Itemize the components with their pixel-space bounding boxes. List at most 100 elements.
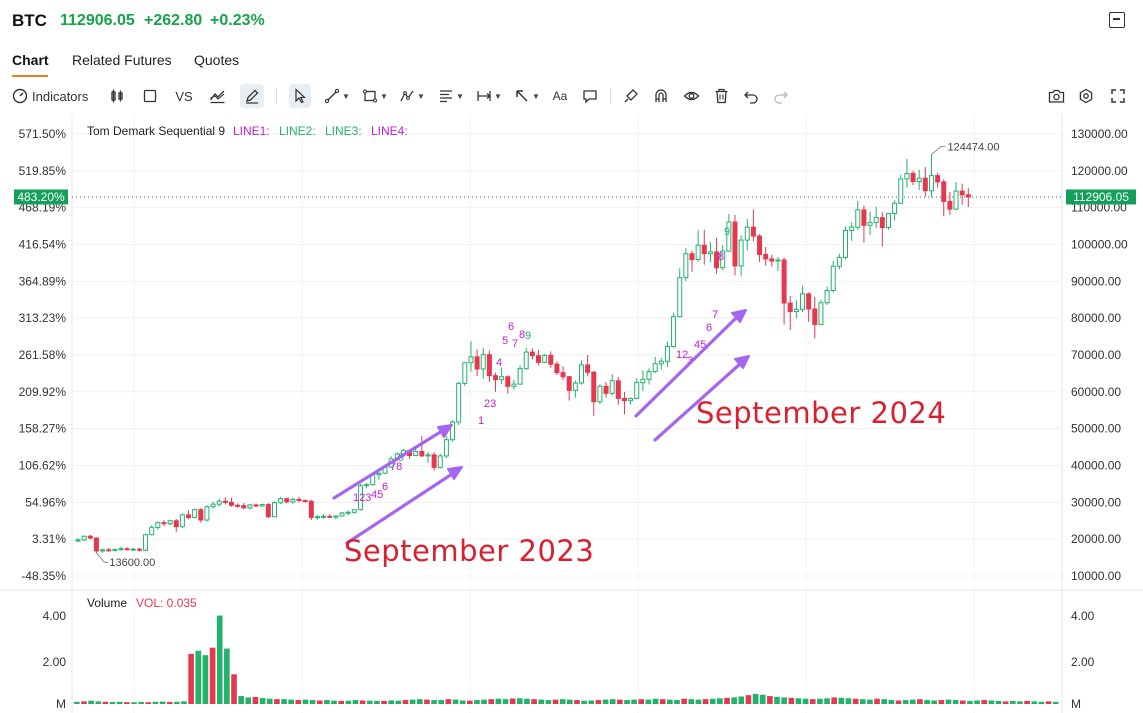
screenshot-button[interactable]	[1045, 84, 1067, 108]
bar-style-button[interactable]	[139, 84, 161, 108]
volume-bar	[288, 699, 294, 704]
trend-arrow[interactable]	[332, 424, 453, 500]
toolbar-divider	[610, 88, 611, 104]
candle	[486, 350, 492, 382]
area-chart-icon	[209, 90, 224, 104]
caret-down-icon: ▼	[380, 91, 388, 101]
volume-bar	[1024, 700, 1030, 704]
volume-bar	[788, 697, 795, 704]
caret-down-icon: ▼	[494, 91, 502, 101]
candle	[314, 515, 320, 520]
candle	[143, 533, 149, 551]
trend-arrow[interactable]	[634, 309, 747, 418]
candle	[806, 292, 812, 322]
trend-arrow[interactable]	[345, 466, 463, 545]
candle	[732, 215, 738, 276]
tab-bar: Chart Related Futures Quotes	[0, 44, 1143, 78]
undo-button[interactable]	[740, 84, 762, 108]
area-chart-button[interactable]	[206, 84, 228, 108]
candle	[910, 170, 916, 186]
candle	[959, 183, 965, 205]
volume-bar	[917, 699, 923, 704]
candle	[265, 503, 271, 519]
volume-bar	[609, 699, 616, 704]
candle	[701, 229, 707, 265]
candle	[683, 248, 689, 281]
arrow-tool-button[interactable]: ▼	[512, 84, 542, 108]
pen-draw-icon	[246, 89, 259, 104]
caret-down-icon: ▼	[417, 91, 425, 101]
line-tool-button[interactable]: ▼	[322, 84, 352, 108]
candle	[425, 451, 431, 463]
volume-bar	[745, 695, 752, 704]
volume-bar	[1002, 701, 1009, 704]
price-tick-label: 50000.00	[1071, 422, 1121, 436]
current-price-tag: 112906.05	[1066, 189, 1136, 205]
volume-bar	[166, 702, 173, 704]
candle	[769, 254, 775, 267]
fullscreen-button[interactable]	[1107, 84, 1129, 108]
volume-bar	[524, 698, 530, 704]
volume-bar	[124, 702, 130, 704]
indicator-line1-label: LINE1:	[233, 124, 270, 138]
shape-tool-button[interactable]: ▼	[360, 84, 390, 108]
candle	[468, 341, 474, 372]
cursor-button[interactable]	[289, 84, 311, 108]
magnet-button[interactable]	[650, 84, 672, 108]
candle	[345, 510, 351, 516]
volume-bar	[945, 699, 952, 704]
trend-arrow[interactable]	[653, 355, 750, 442]
percent-tick-label: -48.35%	[21, 569, 66, 583]
candle	[935, 172, 941, 188]
volume-bar	[431, 700, 437, 704]
price-chart[interactable]: 571.50%519.85%468.19%416.54%364.89%313.2…	[0, 114, 1143, 713]
candle	[793, 300, 799, 319]
volume-bar	[438, 700, 445, 704]
delete-drawings-button[interactable]	[710, 84, 732, 108]
volume-bar	[252, 696, 259, 704]
candle	[855, 200, 861, 230]
candle	[953, 181, 959, 211]
candle	[253, 503, 259, 508]
candle	[327, 514, 333, 518]
tab-quotes[interactable]: Quotes	[194, 52, 240, 68]
comment-tool-button[interactable]	[579, 84, 601, 108]
pattern-tool-button[interactable]: ▼	[397, 84, 427, 108]
volume-bar	[545, 700, 552, 704]
text-tool-button[interactable]: Aa	[552, 89, 568, 103]
brush-tool-button[interactable]	[620, 84, 642, 108]
candle	[818, 299, 824, 326]
visibility-button[interactable]	[680, 84, 702, 108]
redo-button[interactable]	[770, 84, 792, 108]
candle	[216, 498, 222, 507]
volume-bar	[838, 697, 845, 704]
range-tool-button[interactable]: ▼	[474, 84, 504, 108]
candle	[75, 538, 81, 543]
volume-bar	[152, 701, 159, 704]
volume-bar	[652, 698, 659, 704]
fib-tool-button[interactable]: ▼	[436, 84, 466, 108]
compare-button[interactable]: VS	[175, 88, 193, 104]
volume-bar	[274, 699, 280, 704]
indicators-button[interactable]: Indicators	[12, 84, 90, 108]
candle	[738, 235, 744, 276]
volume-bar	[538, 699, 545, 704]
drawn-trend-arrows[interactable]	[332, 309, 750, 545]
caret-down-icon: ▼	[456, 91, 464, 101]
candle	[578, 360, 584, 385]
candle-type-button[interactable]	[106, 84, 128, 108]
settings-button[interactable]	[1075, 84, 1097, 108]
volume-bar	[516, 698, 523, 704]
volume-bar	[795, 698, 802, 704]
volume-bar	[781, 697, 787, 704]
tab-chart[interactable]: Chart	[12, 52, 49, 68]
candle	[321, 514, 327, 519]
tab-related-futures[interactable]: Related Futures	[72, 52, 172, 68]
grid-lines	[72, 114, 1062, 713]
indicators-label: Indicators	[32, 88, 89, 104]
candle	[849, 222, 855, 241]
candle	[229, 497, 234, 507]
volume-bar	[481, 699, 487, 704]
drawing-mode-button[interactable]	[240, 84, 264, 108]
collapse-panel-icon[interactable]	[1109, 12, 1125, 28]
